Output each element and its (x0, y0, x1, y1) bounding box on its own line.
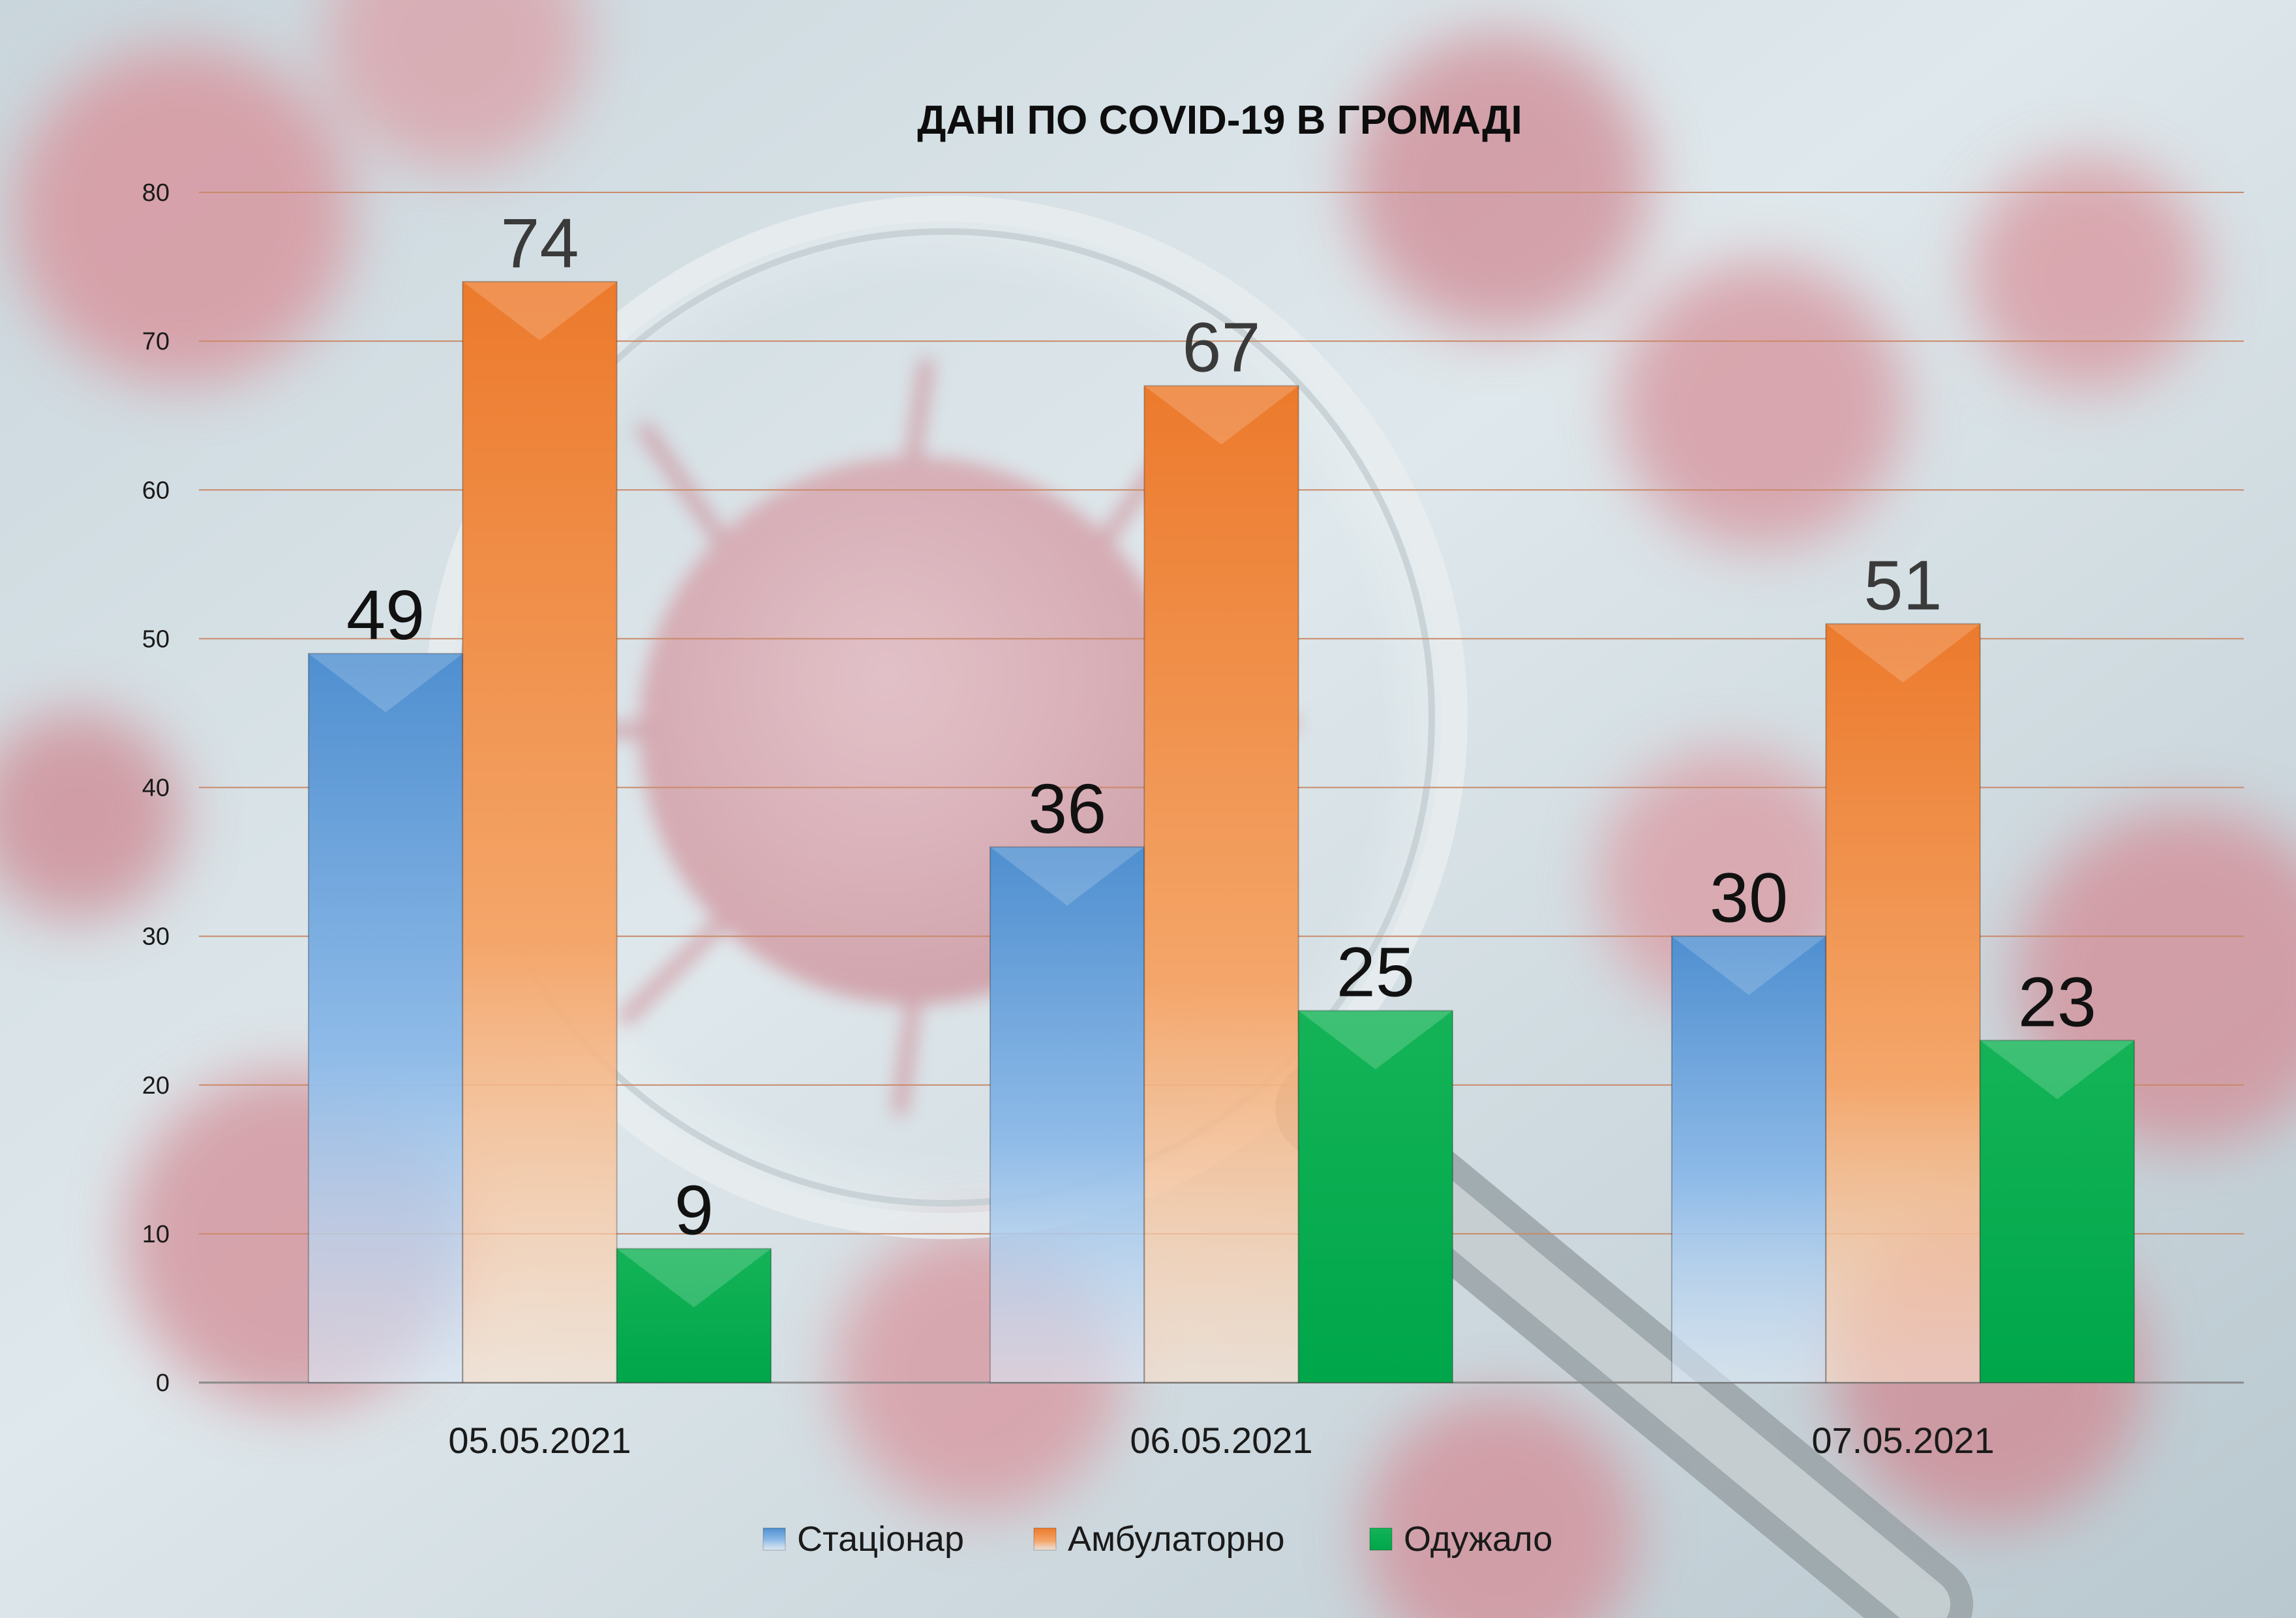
bar-bevel (1144, 385, 1299, 445)
bar-bevel (308, 653, 463, 713)
y-tick-label: 70 (142, 328, 170, 355)
y-tick-label: 30 (142, 923, 170, 951)
legend-label: Одужало (1404, 1520, 1552, 1559)
y-tick-label: 80 (142, 179, 170, 207)
x-tick-label: 06.05.2021 (1130, 1420, 1312, 1461)
data-label: 23 (2018, 962, 2096, 1041)
bar-bevel (1980, 1040, 2135, 1100)
data-label: 74 (500, 203, 579, 282)
bar-Одужало-06.05.2021 (1297, 1010, 1454, 1383)
data-label: 67 (1182, 308, 1260, 387)
bar-bevel (1298, 1010, 1453, 1070)
bar-bevel (1826, 623, 1980, 683)
bars (307, 280, 2136, 1383)
bar-Амбулаторно-05.05.2021 (462, 280, 618, 1383)
x-tick-label: 07.05.2021 (1811, 1420, 1994, 1461)
legend-swatch (763, 1527, 786, 1551)
legend-swatch (1369, 1527, 1393, 1551)
y-tick-label: 40 (142, 775, 170, 802)
y-tick-label: 60 (142, 477, 170, 504)
bar-bevel (616, 1248, 772, 1308)
legend-label: Амбулаторно (1068, 1520, 1285, 1559)
data-labels: 49 74 9 36 67 25 30 51 23 (346, 203, 2096, 1250)
bar-bevel (1671, 936, 1826, 995)
y-axis-ticks: 0 10 20 30 40 50 60 70 80 (142, 179, 170, 1397)
data-label: 30 (1710, 858, 1788, 937)
data-label: 49 (346, 575, 425, 654)
bar-Одужало-05.05.2021 (616, 1248, 772, 1383)
bar-Стаціонар-07.05.2021 (1670, 935, 1827, 1383)
chart-title: ДАНІ ПО COVID-19 В ГРОМАДІ (917, 98, 1522, 143)
legend-label: Стаціонар (797, 1520, 964, 1559)
y-tick-label: 20 (142, 1072, 170, 1100)
legend: Стаціонар Амбулаторно Одужало (763, 1520, 1552, 1559)
data-label: 25 (1337, 933, 1415, 1011)
bar-Стаціонар-06.05.2021 (989, 846, 1145, 1383)
data-label: 51 (1864, 546, 1942, 625)
bar-Одужало-07.05.2021 (1979, 1040, 2136, 1383)
legend-swatch (1033, 1527, 1057, 1551)
y-tick-label: 10 (142, 1221, 170, 1248)
bar-Амбулаторно-06.05.2021 (1143, 385, 1299, 1383)
x-tick-label: 05.05.2021 (448, 1420, 631, 1461)
data-label: 9 (674, 1171, 714, 1250)
data-label: 36 (1028, 769, 1106, 848)
bar-bevel (989, 846, 1145, 906)
bar-Стаціонар-05.05.2021 (307, 653, 464, 1383)
y-tick-label: 0 (156, 1370, 170, 1397)
bar-bevel (462, 281, 617, 340)
bar-Амбулаторно-07.05.2021 (1825, 623, 1981, 1383)
x-axis-ticks: 05.05.2021 06.05.2021 07.05.2021 (448, 1420, 1994, 1461)
y-tick-label: 50 (142, 625, 170, 653)
